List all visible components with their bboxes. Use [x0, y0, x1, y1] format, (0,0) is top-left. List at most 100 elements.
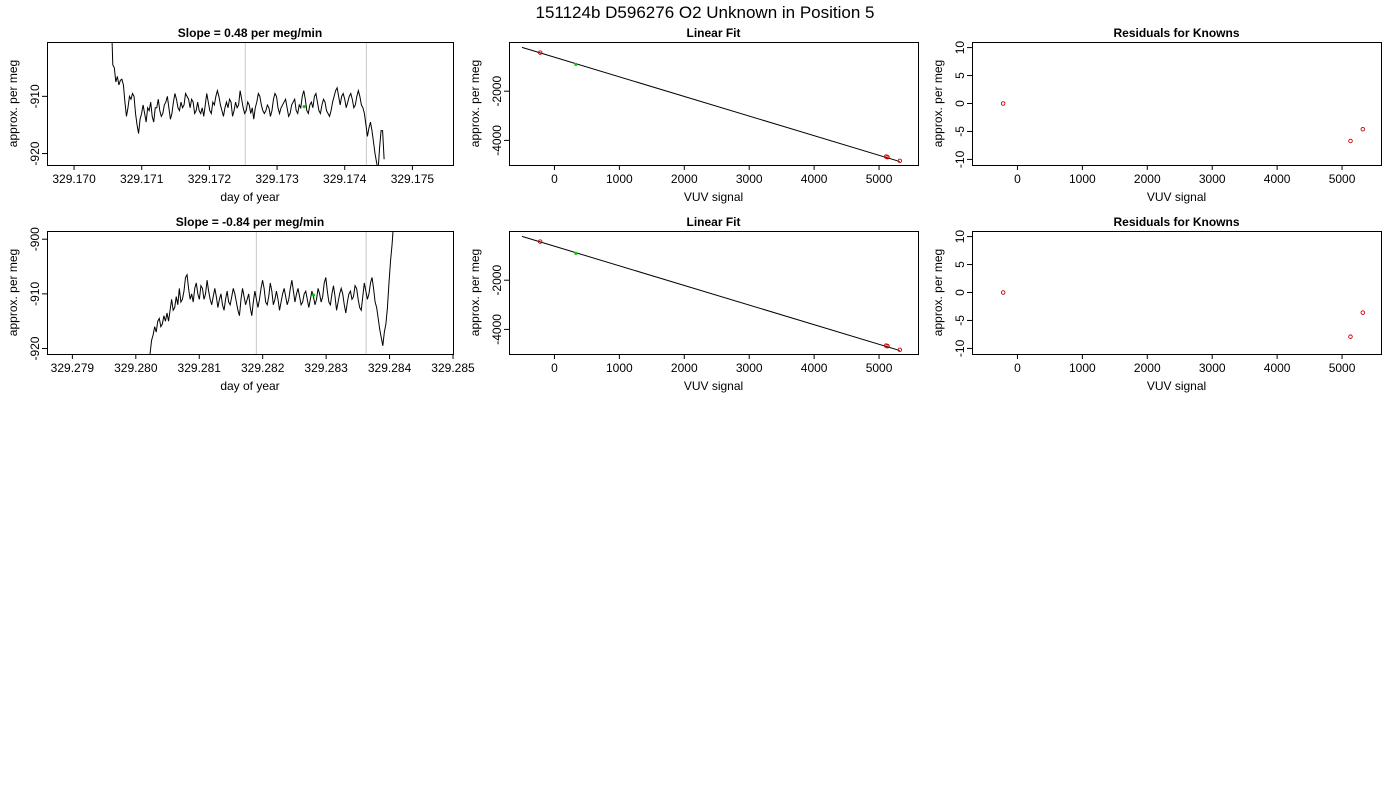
x-tick-label: 329.285: [431, 361, 475, 375]
x-tick-label: 329.282: [241, 361, 285, 375]
y-tick-label: -4000: [490, 125, 504, 156]
known-point: [885, 154, 890, 160]
known-point: [537, 50, 543, 55]
x-tick-label: 1000: [606, 172, 633, 186]
x-tick-label: 4000: [1264, 172, 1291, 186]
x-tick-label: 5000: [1329, 361, 1356, 375]
known-point: [1348, 334, 1353, 339]
unknown-point: [311, 293, 316, 297]
x-tick-label: 4000: [1264, 361, 1291, 375]
y-tick-label: -5: [953, 315, 967, 326]
panel-title: Residuals for Knowns: [1113, 26, 1239, 40]
known-point: [1000, 290, 1006, 295]
x-tick-label: 1000: [1069, 361, 1096, 375]
chart-panel-5: Linear Fit 0 1000 2000 3000 4000 5000 -2000 -400…: [468, 215, 919, 393]
x-tick-label: 329.283: [304, 361, 348, 375]
unknown-point: [302, 105, 306, 109]
x-axis-label: VUV signal: [684, 379, 743, 393]
x-tick-label: 329.173: [255, 172, 299, 186]
x-tick-label: 2000: [671, 361, 698, 375]
x-axis-label: VUV signal: [1147, 190, 1206, 204]
y-tick-label: -2000: [490, 76, 504, 107]
y-tick-label: -910: [28, 84, 42, 108]
x-tick-label: 329.281: [178, 361, 222, 375]
panel-title: Residuals for Knowns: [1113, 215, 1239, 229]
x-tick-label: 0: [551, 361, 558, 375]
y-tick-label: -920: [28, 141, 42, 165]
x-tick-label: 329.280: [114, 361, 158, 375]
y-tick-label: -10: [953, 339, 967, 357]
panel-title: Linear Fit: [686, 215, 740, 229]
known-point: [897, 347, 903, 353]
known-point: [1000, 101, 1006, 106]
plot-area: [1000, 290, 1366, 339]
y-axis-label: approx. per meg: [931, 249, 945, 336]
x-tick-label: 329.174: [323, 172, 367, 186]
x-tick-label: 329.170: [52, 172, 96, 186]
known-point: [537, 239, 543, 244]
x-tick-label: 1000: [606, 361, 633, 375]
y-tick-label: 0: [953, 100, 967, 107]
x-tick-label: 3000: [736, 172, 763, 186]
y-axis-label: approx. per meg: [468, 60, 482, 147]
y-tick-label: 5: [953, 261, 967, 268]
y-tick-label: -920: [28, 336, 42, 360]
y-axis-label: approx. per meg: [6, 249, 20, 336]
x-tick-label: 4000: [801, 172, 828, 186]
x-tick-label: 2000: [1134, 361, 1161, 375]
plot-frame: [47, 231, 454, 355]
y-tick-label: 10: [953, 230, 967, 244]
fit-line: [521, 46, 900, 163]
chart-panel-3: Residuals for Knowns 0 1000 2000 3000 4000 500…: [931, 26, 1382, 204]
x-axis-label: VUV signal: [684, 190, 743, 204]
y-tick-label: -910: [28, 282, 42, 306]
chart-panel-1: Slope = 0.48 per meg/min 329.170 329.171 32…: [6, 26, 454, 204]
y-tick-label: 5: [953, 72, 967, 79]
plot-area: [521, 46, 903, 164]
x-tick-label: 5000: [866, 361, 893, 375]
plot-area: [149, 231, 394, 354]
x-tick-label: 0: [1014, 172, 1021, 186]
x-tick-label: 4000: [801, 361, 828, 375]
unknown-point: [574, 62, 578, 66]
plot-area: [521, 235, 903, 353]
x-tick-label: 5000: [1329, 172, 1356, 186]
y-axis-label: approx. per meg: [931, 60, 945, 147]
x-tick-label: 0: [1014, 361, 1021, 375]
x-tick-label: 329.172: [188, 172, 232, 186]
x-tick-label: 5000: [866, 172, 893, 186]
x-tick-label: 3000: [1199, 172, 1226, 186]
chart-panels: Slope = 0.48 per meg/min 329.170 329.171 32…: [6, 26, 1382, 393]
plot-frame: [47, 42, 454, 166]
panel-title: Linear Fit: [686, 26, 740, 40]
x-tick-label: 329.175: [391, 172, 435, 186]
x-axis-label: day of year: [220, 190, 279, 204]
x-axis-label: day of year: [220, 379, 279, 393]
known-point: [1360, 310, 1366, 315]
x-tick-label: 329.279: [51, 361, 95, 375]
series-line: [149, 231, 394, 354]
series-line: [111, 42, 385, 165]
x-tick-label: 2000: [671, 172, 698, 186]
x-tick-label: 0: [551, 172, 558, 186]
panel-title: Slope = 0.48 per meg/min: [178, 26, 322, 40]
plot-frame: [509, 231, 919, 355]
y-tick-label: 0: [953, 289, 967, 296]
x-tick-label: 329.171: [120, 172, 164, 186]
y-tick-label: -10: [953, 150, 967, 168]
y-axis-label: approx. per meg: [6, 60, 20, 147]
x-tick-label: 3000: [1199, 361, 1226, 375]
panel-title: Slope = -0.84 per meg/min: [176, 215, 324, 229]
y-axis-label: approx. per meg: [468, 249, 482, 336]
known-point: [1348, 138, 1353, 144]
chart-panel-2: Linear Fit 0 1000 2000 3000 4000 5000 -2000 -400…: [468, 26, 919, 204]
figure-title: 151124b D596276 O2 Unknown in Position 5: [536, 3, 875, 22]
unknown-point: [574, 251, 578, 255]
x-axis-label: VUV signal: [1147, 379, 1206, 393]
y-tick-label: -2000: [490, 265, 504, 296]
known-point: [897, 158, 903, 164]
x-tick-label: 3000: [736, 361, 763, 375]
x-tick-label: 1000: [1069, 172, 1096, 186]
known-point: [1360, 126, 1366, 132]
